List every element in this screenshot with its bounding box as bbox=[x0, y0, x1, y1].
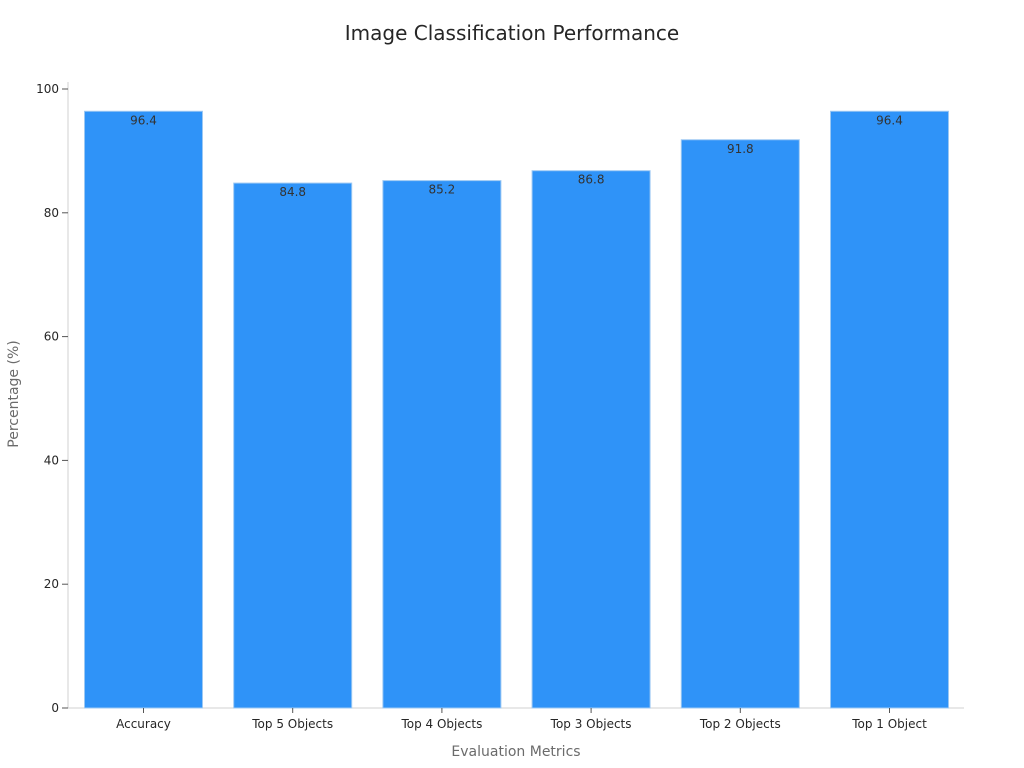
bar-value-label: 85.2 bbox=[429, 183, 456, 197]
bar-value-label: 96.4 bbox=[130, 113, 157, 127]
chart-title: Image Classification Performance bbox=[345, 21, 679, 45]
bar bbox=[233, 182, 353, 709]
y-axis-label: Percentage (%) bbox=[6, 340, 22, 447]
bar bbox=[680, 139, 800, 709]
x-tick-label: Top 4 Objects bbox=[400, 717, 482, 731]
bar bbox=[830, 110, 949, 709]
bar-value-label: 96.4 bbox=[876, 113, 903, 127]
y-tick-label: 0 bbox=[51, 701, 59, 715]
bar-value-label: 91.8 bbox=[727, 142, 754, 156]
y-tick-label: 20 bbox=[44, 577, 59, 591]
bars-group bbox=[84, 110, 949, 709]
x-tick-label: Accuracy bbox=[116, 717, 171, 731]
x-axis-label: Evaluation Metrics bbox=[451, 744, 580, 760]
bar bbox=[382, 180, 502, 709]
bar-value-label: 86.8 bbox=[578, 173, 605, 187]
y-tick-label: 60 bbox=[44, 330, 59, 344]
x-tick-label: Top 5 Objects bbox=[251, 717, 333, 731]
bar-value-label: 84.8 bbox=[279, 185, 306, 199]
x-tick-label: Top 2 Objects bbox=[699, 717, 781, 731]
y-axis-ticks: 0 20 40 60 80 100 bbox=[36, 82, 68, 715]
y-tick-label: 100 bbox=[36, 82, 59, 96]
y-tick-label: 80 bbox=[44, 206, 59, 220]
x-tick-label: Top 1 Object bbox=[851, 717, 927, 731]
x-axis-ticks: Accuracy Top 5 Objects Top 4 Objects Top 3 … bbox=[116, 708, 927, 731]
bar bbox=[84, 110, 203, 709]
y-tick-label: 40 bbox=[44, 453, 59, 467]
bar bbox=[531, 170, 651, 709]
x-tick-label: Top 3 Objects bbox=[550, 717, 632, 731]
data-labels-group: 96.4 84.8 85.2 86.8 91.8 96.4 bbox=[130, 113, 903, 199]
